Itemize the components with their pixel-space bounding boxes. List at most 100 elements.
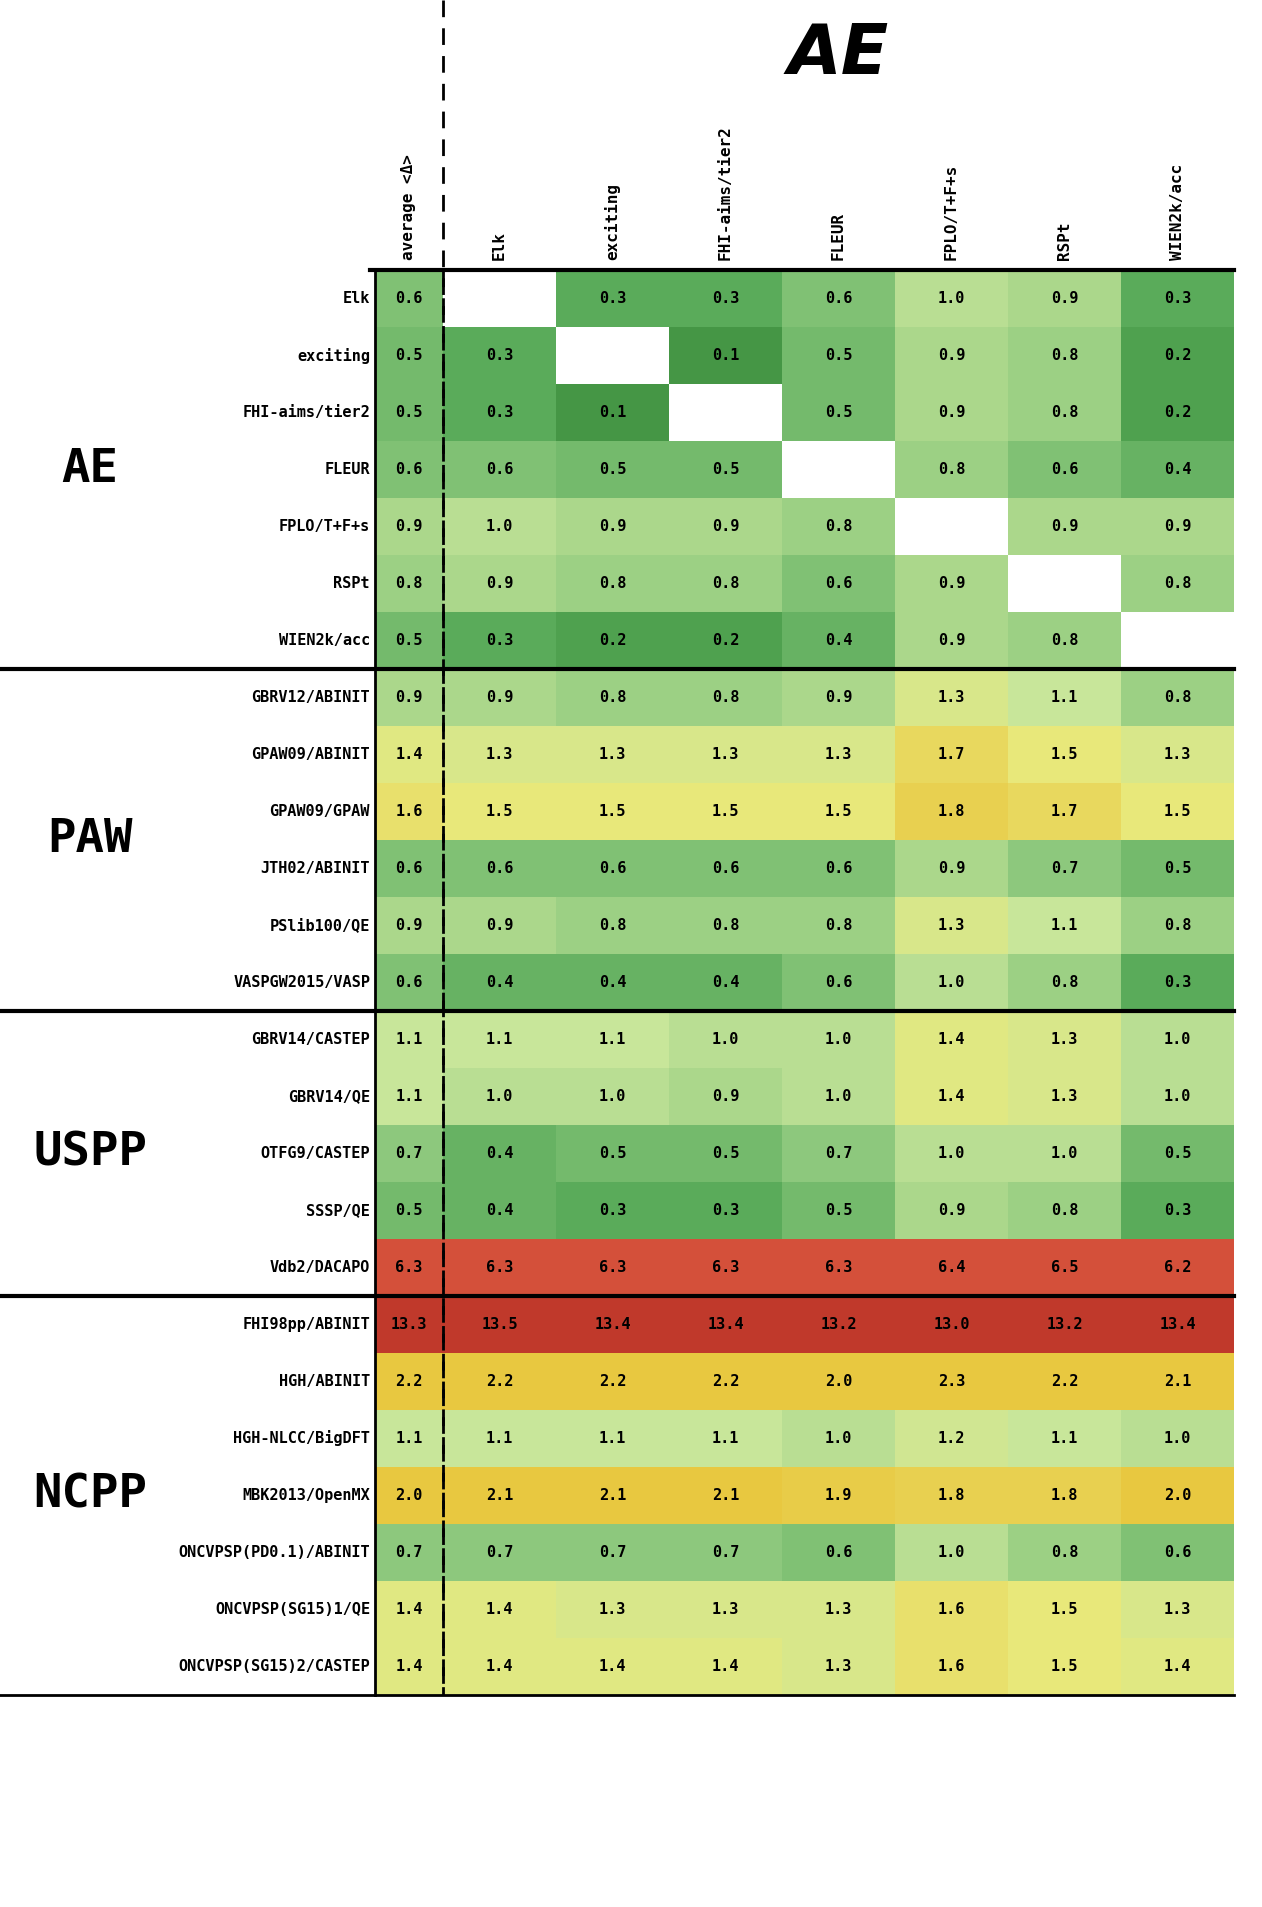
Bar bbox=[1008, 383, 1121, 441]
Text: 0.8: 0.8 bbox=[825, 917, 852, 933]
Bar bbox=[557, 954, 669, 1011]
Bar bbox=[1008, 441, 1121, 498]
Bar bbox=[782, 383, 895, 441]
Text: 0.8: 0.8 bbox=[1051, 1545, 1078, 1560]
Bar bbox=[1121, 784, 1234, 839]
Text: FLEUR: FLEUR bbox=[324, 461, 370, 477]
Bar bbox=[443, 383, 557, 441]
Text: 2.0: 2.0 bbox=[1164, 1487, 1191, 1503]
Bar bbox=[1008, 1409, 1121, 1466]
Text: 0.6: 0.6 bbox=[825, 292, 852, 305]
Text: 1.8: 1.8 bbox=[938, 805, 965, 818]
Text: 0.3: 0.3 bbox=[486, 633, 514, 648]
Text: 1.5: 1.5 bbox=[1051, 748, 1078, 763]
Text: 1.3: 1.3 bbox=[1164, 1602, 1191, 1617]
Bar bbox=[895, 1011, 1008, 1068]
Text: 0.3: 0.3 bbox=[598, 1203, 626, 1219]
Text: VASPGW2015/VASP: VASPGW2015/VASP bbox=[233, 974, 370, 990]
Bar bbox=[669, 498, 782, 555]
Text: 13.5: 13.5 bbox=[481, 1318, 517, 1331]
Bar bbox=[443, 1011, 557, 1068]
Bar bbox=[1121, 1638, 1234, 1695]
Bar bbox=[375, 1240, 443, 1297]
Bar bbox=[443, 1068, 557, 1125]
Text: 1.3: 1.3 bbox=[486, 748, 514, 763]
Text: 0.3: 0.3 bbox=[1164, 1203, 1191, 1219]
Bar bbox=[1008, 1581, 1121, 1638]
Bar bbox=[895, 896, 1008, 954]
Text: 0.9: 0.9 bbox=[938, 633, 965, 648]
Text: 2.2: 2.2 bbox=[598, 1375, 626, 1388]
Bar bbox=[1121, 954, 1234, 1011]
Text: 0.6: 0.6 bbox=[486, 860, 514, 875]
Bar bbox=[782, 498, 895, 555]
Bar bbox=[443, 1409, 557, 1466]
Bar bbox=[443, 784, 557, 839]
Bar bbox=[895, 784, 1008, 839]
Bar bbox=[669, 1011, 782, 1068]
Bar bbox=[443, 1466, 557, 1524]
Text: 13.0: 13.0 bbox=[934, 1318, 969, 1331]
Text: 1.4: 1.4 bbox=[486, 1659, 514, 1674]
Text: 1.5: 1.5 bbox=[712, 805, 740, 818]
Bar bbox=[375, 839, 443, 896]
Bar bbox=[557, 498, 669, 555]
Text: 0.9: 0.9 bbox=[938, 347, 965, 362]
Text: 0.9: 0.9 bbox=[1051, 519, 1078, 534]
Text: 2.1: 2.1 bbox=[486, 1487, 514, 1503]
Bar bbox=[895, 1240, 1008, 1297]
Text: 0.7: 0.7 bbox=[486, 1545, 514, 1560]
Text: 0.8: 0.8 bbox=[1164, 576, 1191, 591]
Text: 0.7: 0.7 bbox=[395, 1146, 423, 1161]
Text: FHI98pp/ABINIT: FHI98pp/ABINIT bbox=[242, 1318, 370, 1331]
Text: ONCVPSP(SG15)1/QE: ONCVPSP(SG15)1/QE bbox=[215, 1602, 370, 1617]
Text: 2.3: 2.3 bbox=[938, 1375, 965, 1388]
Text: 1.0: 1.0 bbox=[938, 292, 965, 305]
Text: 1.0: 1.0 bbox=[938, 1545, 965, 1560]
Bar bbox=[669, 326, 782, 383]
Text: 0.5: 0.5 bbox=[712, 461, 740, 477]
Bar bbox=[1008, 326, 1121, 383]
Bar bbox=[375, 1409, 443, 1466]
Bar bbox=[443, 555, 557, 612]
Text: 0.6: 0.6 bbox=[825, 576, 852, 591]
Text: 0.9: 0.9 bbox=[1164, 519, 1191, 534]
Bar bbox=[557, 612, 669, 669]
Bar bbox=[669, 669, 782, 727]
Text: 1.0: 1.0 bbox=[486, 519, 514, 534]
Text: 1.3: 1.3 bbox=[1051, 1089, 1078, 1104]
Bar bbox=[895, 383, 1008, 441]
Bar bbox=[782, 954, 895, 1011]
Text: 0.9: 0.9 bbox=[486, 690, 514, 706]
Text: MBK2013/OpenMX: MBK2013/OpenMX bbox=[242, 1487, 370, 1503]
Text: GPAW09/GPAW: GPAW09/GPAW bbox=[270, 805, 370, 818]
Text: 0.2: 0.2 bbox=[1164, 347, 1191, 362]
Text: 1.1: 1.1 bbox=[395, 1032, 423, 1047]
Bar bbox=[375, 1011, 443, 1068]
Bar bbox=[375, 612, 443, 669]
Bar bbox=[669, 954, 782, 1011]
Bar bbox=[782, 669, 895, 727]
Bar bbox=[782, 1068, 895, 1125]
Bar bbox=[375, 383, 443, 441]
Bar bbox=[669, 1182, 782, 1240]
Text: 1.3: 1.3 bbox=[1051, 1032, 1078, 1047]
Text: 0.9: 0.9 bbox=[938, 1203, 965, 1219]
Text: 0.8: 0.8 bbox=[395, 576, 423, 591]
Bar bbox=[1008, 839, 1121, 896]
Text: 0.6: 0.6 bbox=[598, 860, 626, 875]
Bar bbox=[895, 1581, 1008, 1638]
Text: WIEN2k/acc: WIEN2k/acc bbox=[279, 633, 370, 648]
Text: 1.3: 1.3 bbox=[938, 690, 965, 706]
Text: 0.6: 0.6 bbox=[825, 860, 852, 875]
Bar bbox=[375, 498, 443, 555]
Bar bbox=[895, 954, 1008, 1011]
Text: 1.3: 1.3 bbox=[825, 1602, 852, 1617]
Bar bbox=[1008, 727, 1121, 784]
Bar bbox=[557, 784, 669, 839]
Bar bbox=[375, 271, 443, 326]
Bar bbox=[895, 1068, 1008, 1125]
Bar bbox=[375, 555, 443, 612]
Text: ONCVPSP(PD0.1)/ABINIT: ONCVPSP(PD0.1)/ABINIT bbox=[178, 1545, 370, 1560]
Text: 1.1: 1.1 bbox=[395, 1430, 423, 1446]
